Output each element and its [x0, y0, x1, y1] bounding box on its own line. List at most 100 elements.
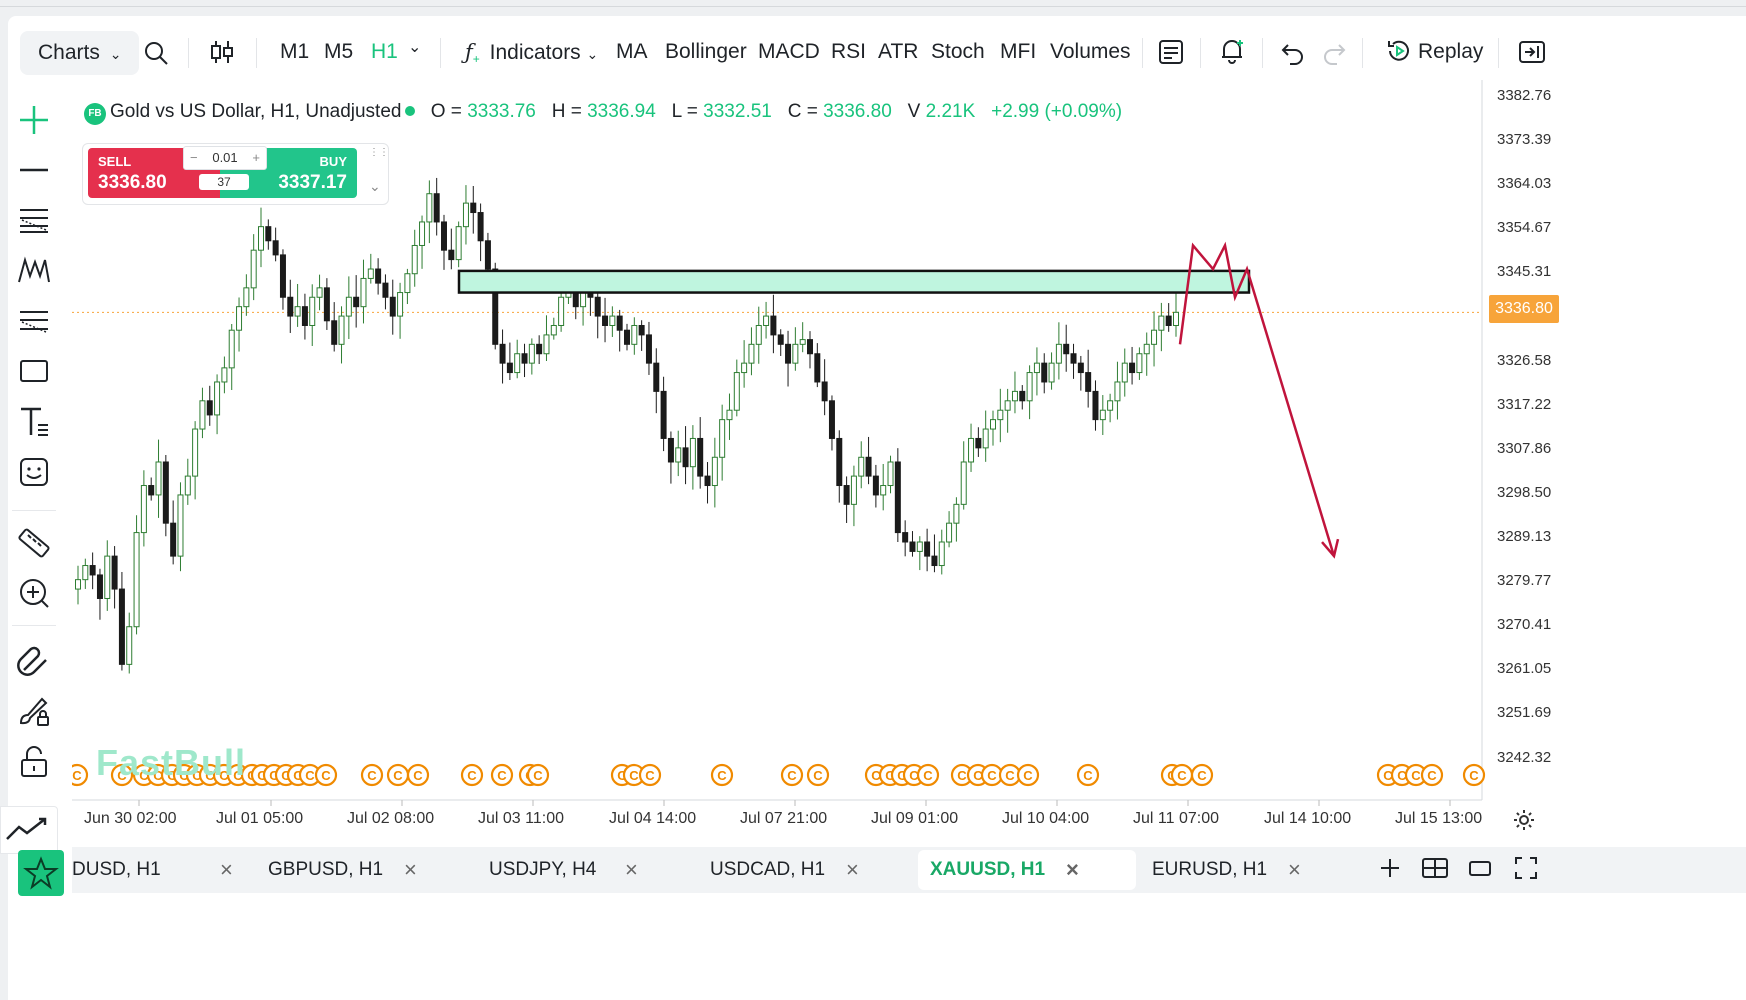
emoji-sticker-tool-icon[interactable] — [16, 454, 52, 490]
indicator-volumes-button[interactable]: Volumes — [1050, 40, 1131, 63]
indicator-ma-button[interactable]: MA — [616, 40, 648, 63]
redo-icon[interactable] — [1321, 39, 1347, 65]
close-tab-icon[interactable]: × — [220, 857, 233, 882]
symbol-tab[interactable]: USDCAD, H1 × — [698, 850, 916, 890]
price-axis-label: 3373.39 — [1497, 131, 1552, 149]
timeframe-m5-button[interactable]: M5 — [324, 40, 354, 63]
undo-icon[interactable] — [1280, 39, 1306, 65]
candle-body — [858, 456, 865, 477]
price-axis-label: 3289.13 — [1497, 528, 1552, 545]
economic-event-marker — [72, 763, 89, 787]
toolbar-separator — [1498, 38, 1499, 68]
indicator-atr-button[interactable]: ATR — [878, 40, 919, 63]
change-value: +2.99 (+0.09%) — [991, 101, 1123, 122]
price-axis-label: 3382.76 — [1497, 87, 1552, 104]
candle-body — [177, 494, 184, 557]
candle-body — [814, 353, 821, 383]
indicator-bollinger-button[interactable]: Bollinger — [665, 40, 747, 63]
unlock-icon[interactable] — [16, 744, 52, 780]
candle-body — [689, 437, 696, 468]
chevron-down-icon[interactable]: ⌄ — [369, 178, 381, 194]
candle-body — [909, 541, 916, 552]
candle-body — [89, 565, 96, 576]
candle-body — [653, 362, 660, 392]
ruler-measure-icon[interactable] — [16, 525, 52, 561]
economic-event-marker — [314, 763, 338, 787]
drag-handle-icon[interactable]: ⋮⋮ — [369, 147, 389, 158]
timeframe-m1-button[interactable]: M1 — [280, 40, 310, 63]
candle-body — [1055, 343, 1062, 364]
quantity-stepper[interactable]: − 0.01 + — [183, 146, 267, 170]
price-axis-label: 3307.86 — [1497, 439, 1552, 457]
layout-split-icon[interactable] — [1421, 856, 1449, 880]
parallel-channel-tool-icon[interactable] — [16, 302, 52, 338]
quantity-increase-button[interactable]: + — [252, 150, 260, 165]
brush-lock-icon[interactable] — [16, 693, 52, 729]
indicator-rsi-button[interactable]: RSI — [831, 40, 867, 63]
layout-template-icon[interactable] — [1158, 39, 1184, 65]
symbol-tab[interactable]: XAUUSD, H1 × — [918, 850, 1136, 890]
rectangle-tool-icon[interactable] — [16, 353, 52, 389]
zoom-in-icon[interactable] — [16, 575, 52, 611]
candle-body — [631, 324, 638, 345]
candlestick-type-icon[interactable] — [208, 38, 236, 66]
charts-menu-button[interactable]: Charts ⌄ — [20, 31, 140, 75]
add-tab-plus-icon[interactable] — [1378, 856, 1402, 880]
fullscreen-icon[interactable] — [1513, 855, 1539, 881]
close-tab-icon[interactable]: × — [846, 857, 859, 882]
candle-body — [1121, 362, 1128, 383]
time-axis-label: Jul 10 04:00 — [1002, 810, 1090, 827]
indicators-button[interactable]: ƒ+ Indicators ⌄ — [465, 40, 599, 66]
quantity-decrease-button[interactable]: − — [190, 150, 198, 165]
close-tab-icon[interactable]: × — [1066, 857, 1079, 882]
candle-body — [872, 475, 879, 496]
close-tab-icon[interactable]: × — [625, 857, 638, 882]
zigzag-pattern-tool-icon[interactable] — [16, 252, 52, 288]
candle-body — [279, 254, 286, 298]
candle-body — [894, 461, 901, 534]
symbol-tab-label: USDJPY, H4 — [489, 859, 597, 880]
close-tab-icon[interactable]: × — [1288, 857, 1301, 882]
economic-event-marker — [780, 763, 804, 787]
candle-body — [411, 244, 418, 275]
candle-body — [1004, 400, 1011, 411]
text-tool-icon[interactable] — [16, 403, 52, 439]
timeframe-h1-button[interactable]: H1 — [371, 40, 398, 63]
candle-body — [763, 315, 770, 326]
economic-event-marker-glyph: C — [497, 768, 507, 783]
symbol-tab[interactable]: USDJPY, H4 × — [477, 850, 695, 890]
indicator-stoch-button[interactable]: Stoch — [931, 40, 985, 63]
economic-event-marker-glyph: C — [413, 768, 423, 783]
indicator-mfi-button[interactable]: MFI — [1000, 40, 1037, 63]
close-tab-icon[interactable]: × — [404, 857, 417, 882]
drawing-tools-sidebar — [8, 16, 64, 800]
line-chart-icon — [6, 817, 47, 840]
favorites-button[interactable] — [18, 850, 64, 896]
horizontal-line-tool-icon[interactable] — [16, 152, 52, 188]
indicator-macd-button[interactable]: MACD — [758, 40, 820, 63]
single-window-icon[interactable] — [1467, 856, 1493, 880]
candle-body — [155, 461, 162, 496]
crosshair-plus-icon[interactable] — [16, 102, 52, 138]
bell-alert-icon[interactable] — [1218, 37, 1246, 65]
candle-body — [938, 541, 945, 567]
candle-body — [404, 273, 411, 294]
fib-retracement-tool-icon[interactable] — [16, 202, 52, 238]
replay-button[interactable]: Replay — [1386, 35, 1483, 69]
symbol-tab[interactable]: GBPUSD, H1 × — [256, 850, 474, 890]
magnet-snap-icon[interactable] — [16, 642, 52, 678]
symbol-tab[interactable]: DUSD, H1 × — [72, 850, 290, 890]
timeframe-more-chevron-icon[interactable]: ⌄ — [408, 39, 422, 56]
economic-event-marker-glyph: C — [1005, 768, 1015, 783]
economic-event-marker-glyph: C — [367, 768, 377, 783]
line-chart-toggle[interactable] — [0, 806, 58, 854]
economic-event-marker-glyph: C — [321, 768, 331, 783]
candle-body — [1136, 353, 1143, 374]
economic-event-marker — [1016, 763, 1040, 787]
symbol-tab[interactable]: EURUSD, H1 × — [1140, 850, 1358, 890]
settings-gear-icon[interactable] — [1512, 808, 1536, 832]
exit-panel-icon[interactable] — [1518, 39, 1546, 65]
search-icon[interactable] — [143, 40, 169, 66]
economic-event-marker-glyph: C — [629, 768, 639, 783]
